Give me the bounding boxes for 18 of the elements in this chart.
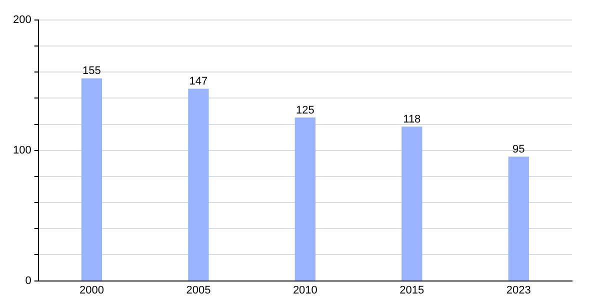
bar xyxy=(188,88,209,281)
bar xyxy=(402,126,422,281)
data-label: 118 xyxy=(403,113,421,126)
bar xyxy=(81,78,102,281)
y-tick-label: 100 xyxy=(12,144,32,156)
y-tick-label: 0 xyxy=(25,274,32,287)
x-tick-label: 2005 xyxy=(186,284,211,296)
x-tick-label: 2000 xyxy=(79,284,104,296)
x-tick-label: 2015 xyxy=(400,284,424,296)
data-label: 125 xyxy=(296,104,314,116)
y-tick-label: 200 xyxy=(12,14,32,26)
bar xyxy=(508,156,529,281)
data-label: 95 xyxy=(512,143,525,156)
bar xyxy=(294,117,316,281)
data-label: 155 xyxy=(82,65,101,78)
x-tick-label: 2023 xyxy=(506,284,531,296)
data-label: 147 xyxy=(189,76,208,88)
x-tick-label: 2010 xyxy=(292,284,318,296)
